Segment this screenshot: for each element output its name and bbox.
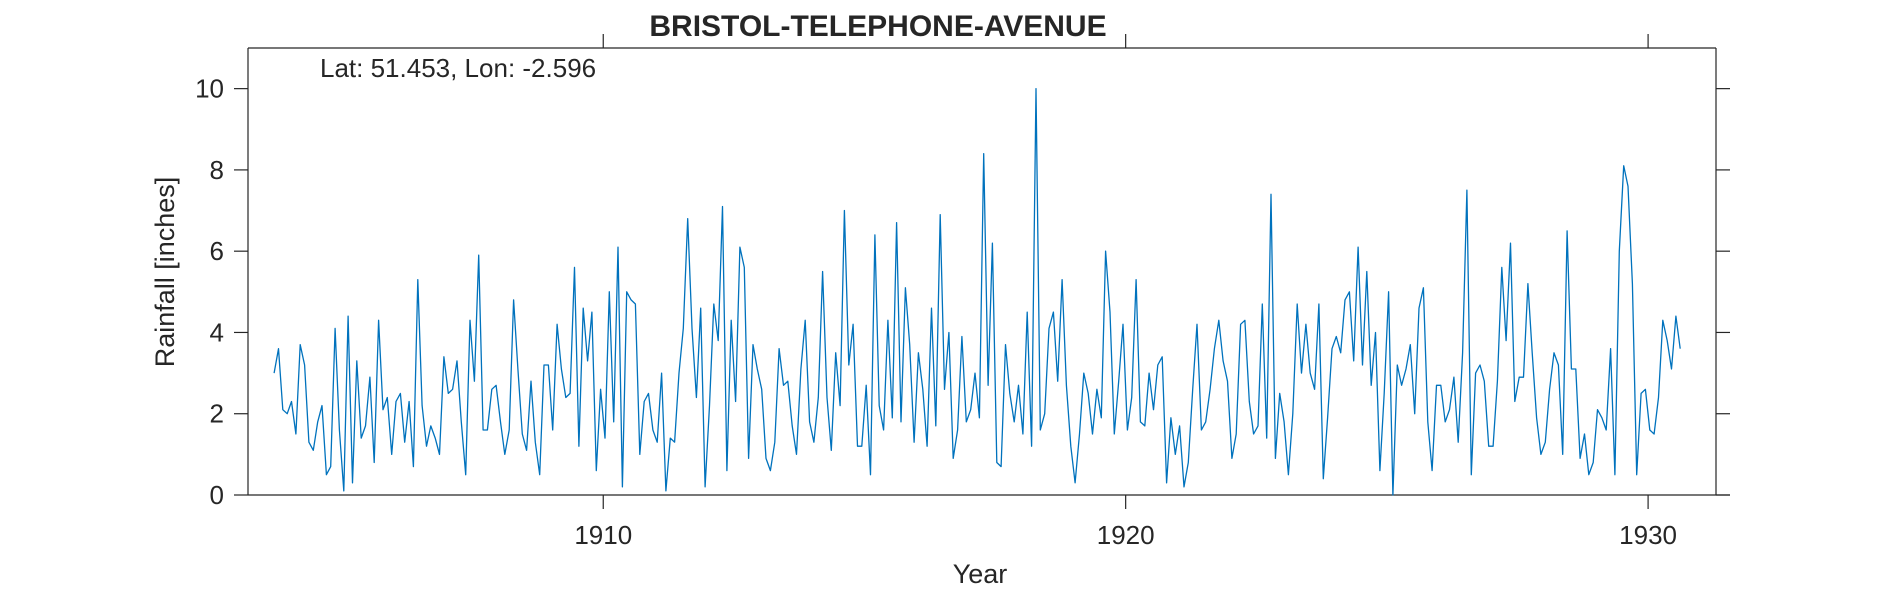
axes xyxy=(247,47,1730,496)
location-annotation: Lat: 51.453, Lon: -2.596 xyxy=(320,53,596,83)
y-tick-label: 10 xyxy=(195,74,224,104)
x-tick-label: 1910 xyxy=(574,520,632,550)
rainfall-series-line xyxy=(273,87,1681,496)
y-tick-label: 2 xyxy=(210,399,224,429)
x-axis-label: Year xyxy=(953,559,1008,589)
series-layer xyxy=(273,87,1681,496)
ticks: 0 2 4 6 8 10 1910 1920 1930 xyxy=(195,34,1730,550)
x-tick-label: 1930 xyxy=(1619,520,1677,550)
x-tick-label: 1920 xyxy=(1097,520,1155,550)
y-tick-label: 0 xyxy=(210,480,224,510)
y-tick-label: 4 xyxy=(210,317,224,347)
y-tick-label: 8 xyxy=(210,155,224,185)
y-axis-label: Rainfall [inches] xyxy=(150,177,180,368)
y-tick-label: 6 xyxy=(210,236,224,266)
chart-title: BRISTOL-TELEPHONE-AVENUE xyxy=(649,10,1106,43)
